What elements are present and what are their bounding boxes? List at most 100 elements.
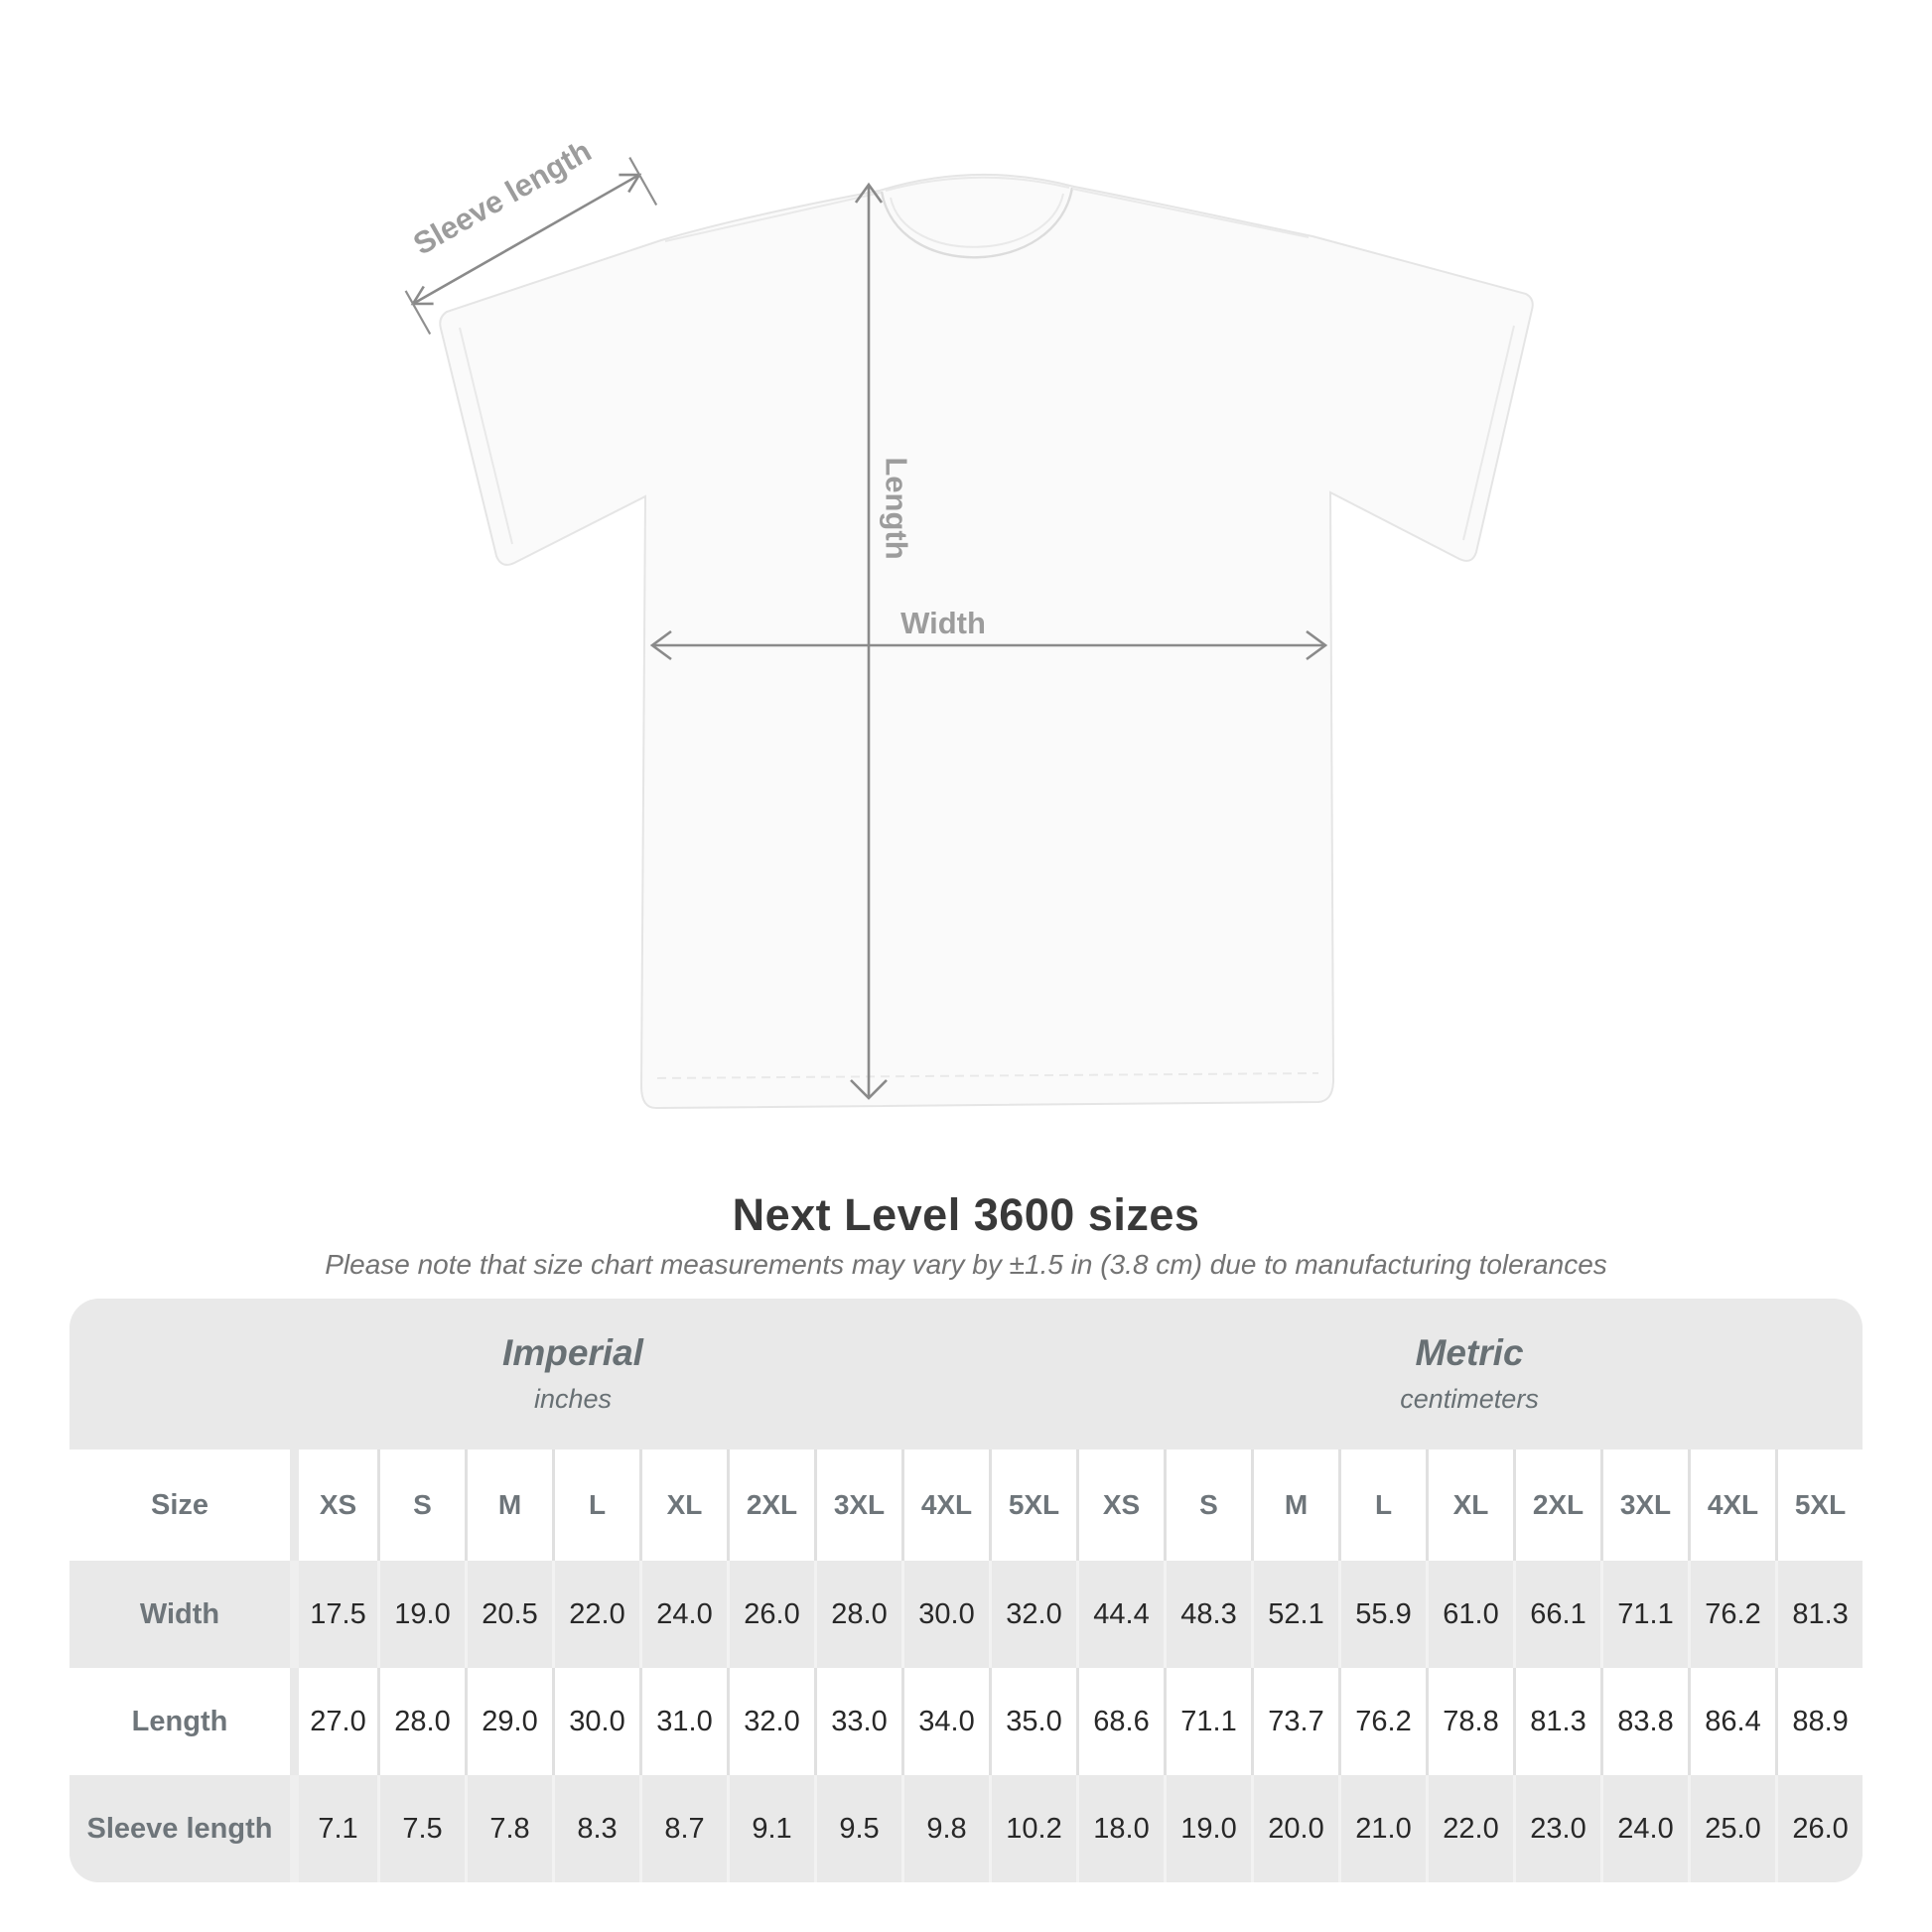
page-subtitle: Please note that size chart measurements…: [325, 1249, 1607, 1280]
size-column-label: Size: [69, 1449, 290, 1561]
metric-value-l: 55.9: [1338, 1561, 1426, 1668]
row-label: Sleeve length: [69, 1775, 290, 1882]
imperial-value-4xl: 34.0: [901, 1668, 989, 1775]
imperial-value-s: 28.0: [377, 1668, 465, 1775]
right-shoulder-seam: [1071, 188, 1310, 238]
left-sleeve-seam: [459, 327, 513, 545]
imperial-value-5xl: 32.0: [989, 1561, 1076, 1668]
imperial-value-5xl: 35.0: [989, 1668, 1076, 1775]
metric-value-5xl: 81.3: [1775, 1561, 1863, 1668]
size-header-metric-3xl: 3XL: [1600, 1449, 1688, 1561]
imperial-value-xl: 31.0: [639, 1668, 727, 1775]
row-label: Length: [69, 1668, 290, 1775]
imperial-value-2xl: 32.0: [727, 1668, 814, 1775]
size-header-imperial-5xl: 5XL: [989, 1449, 1076, 1561]
metric-value-2xl: 23.0: [1513, 1775, 1600, 1882]
imperial-group-name: Imperial: [502, 1332, 643, 1374]
imperial-value-xs: 7.1: [290, 1775, 377, 1882]
length-arrow: [850, 182, 888, 1100]
imperial-value-3xl: 28.0: [814, 1561, 901, 1668]
length-label: Length: [880, 457, 914, 559]
size-header-metric-s: S: [1164, 1449, 1251, 1561]
metric-group-header: Metric centimeters: [1076, 1299, 1863, 1449]
right-sleeve-seam: [1462, 325, 1515, 541]
size-table-panel: Imperial inches Metric centimeters Size …: [69, 1299, 1863, 1882]
metric-value-4xl: 25.0: [1688, 1775, 1775, 1882]
measurement-row-width: Width 17.5 19.0 20.5 22.0 24.0 26.0 28.0 30.0 32.…: [69, 1561, 1863, 1668]
size-header-metric-xl: XL: [1426, 1449, 1513, 1561]
metric-value-s: 48.3: [1164, 1561, 1251, 1668]
hem-stitch: [656, 1072, 1319, 1079]
size-header-imperial-m: M: [465, 1449, 552, 1561]
size-header-imperial-2xl: 2XL: [727, 1449, 814, 1561]
imperial-value-2xl: 9.1: [727, 1775, 814, 1882]
width-arrow: [649, 629, 1328, 661]
imperial-value-4xl: 9.8: [901, 1775, 989, 1882]
metric-value-m: 73.7: [1251, 1668, 1338, 1775]
imperial-value-l: 8.3: [552, 1775, 639, 1882]
imperial-value-xl: 24.0: [639, 1561, 727, 1668]
size-header-imperial-xs: XS: [290, 1449, 377, 1561]
metric-value-3xl: 71.1: [1600, 1561, 1688, 1668]
metric-value-m: 20.0: [1251, 1775, 1338, 1882]
imperial-group-unit: inches: [533, 1383, 613, 1414]
imperial-value-2xl: 26.0: [727, 1561, 814, 1668]
sleeve-length-arrow: [404, 157, 658, 336]
metric-value-xl: 22.0: [1426, 1775, 1513, 1882]
metric-value-m: 52.1: [1251, 1561, 1338, 1668]
metric-value-xs: 44.4: [1076, 1561, 1164, 1668]
imperial-value-5xl: 10.2: [989, 1775, 1076, 1882]
metric-value-5xl: 26.0: [1775, 1775, 1863, 1882]
imperial-value-m: 20.5: [465, 1561, 552, 1668]
size-header-imperial-xl: XL: [639, 1449, 727, 1561]
size-table: Imperial inches Metric centimeters Size …: [69, 1299, 1863, 1882]
unit-group-row: Imperial inches Metric centimeters: [69, 1299, 1863, 1449]
imperial-value-4xl: 30.0: [901, 1561, 989, 1668]
collar-top-seam: [885, 176, 1070, 192]
size-header-imperial-4xl: 4XL: [901, 1449, 989, 1561]
metric-value-xs: 18.0: [1076, 1775, 1164, 1882]
metric-value-3xl: 83.8: [1600, 1668, 1688, 1775]
page-title: Next Level 3600 sizes: [732, 1189, 1200, 1240]
imperial-value-l: 22.0: [552, 1561, 639, 1668]
size-header-metric-l: L: [1338, 1449, 1426, 1561]
imperial-value-l: 30.0: [552, 1668, 639, 1775]
imperial-value-3xl: 9.5: [814, 1775, 901, 1882]
size-header-metric-xs: XS: [1076, 1449, 1164, 1561]
size-header-metric-m: M: [1251, 1449, 1338, 1561]
imperial-value-xl: 8.7: [639, 1775, 727, 1882]
size-header-imperial-3xl: 3XL: [814, 1449, 901, 1561]
metric-value-s: 19.0: [1164, 1775, 1251, 1882]
imperial-group-header: Imperial inches: [69, 1299, 1076, 1449]
imperial-value-s: 7.5: [377, 1775, 465, 1882]
size-header-metric-2xl: 2XL: [1513, 1449, 1600, 1561]
metric-value-l: 21.0: [1338, 1775, 1426, 1882]
metric-value-xl: 61.0: [1426, 1561, 1513, 1668]
metric-value-xl: 78.8: [1426, 1668, 1513, 1775]
metric-group-name: Metric: [1415, 1332, 1524, 1374]
left-shoulder-seam: [664, 192, 882, 242]
measurement-row-length: Length 27.0 28.0 29.0 30.0 31.0 32.0 33.0 34.0 35…: [69, 1668, 1863, 1775]
width-label: Width: [900, 606, 986, 640]
collar-outer-curve: [880, 187, 1074, 259]
tshirt-silhouette: [439, 173, 1534, 1110]
metric-value-xs: 68.6: [1076, 1668, 1164, 1775]
metric-value-l: 76.2: [1338, 1668, 1426, 1775]
collar-inner-seam: [890, 193, 1064, 248]
size-header-imperial-s: S: [377, 1449, 465, 1561]
metric-value-4xl: 76.2: [1688, 1561, 1775, 1668]
imperial-value-m: 7.8: [465, 1775, 552, 1882]
size-header-metric-5xl: 5XL: [1775, 1449, 1863, 1561]
size-header-metric-4xl: 4XL: [1688, 1449, 1775, 1561]
metric-value-2xl: 66.1: [1513, 1561, 1600, 1668]
imperial-value-xs: 17.5: [290, 1561, 377, 1668]
metric-value-s: 71.1: [1164, 1668, 1251, 1775]
row-label: Width: [69, 1561, 290, 1668]
metric-value-4xl: 86.4: [1688, 1668, 1775, 1775]
metric-value-5xl: 88.9: [1775, 1668, 1863, 1775]
imperial-value-3xl: 33.0: [814, 1668, 901, 1775]
imperial-value-s: 19.0: [377, 1561, 465, 1668]
imperial-value-m: 29.0: [465, 1668, 552, 1775]
size-header-row: Size XS S M L XL 2XL 3XL 4XL 5XL XS S M L XL 2XL 3XL 4XL…: [69, 1449, 1863, 1561]
